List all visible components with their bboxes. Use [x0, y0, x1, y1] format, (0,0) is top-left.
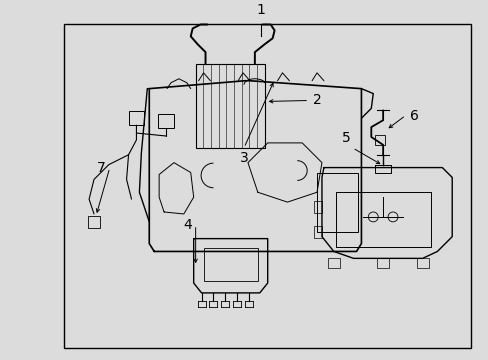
Bar	[313, 201, 321, 213]
Bar	[416, 258, 427, 268]
Bar	[195, 64, 264, 148]
Text: 2: 2	[312, 94, 321, 108]
Text: 7: 7	[97, 161, 105, 175]
Text: 6: 6	[409, 109, 418, 123]
Bar	[376, 258, 388, 268]
Bar	[128, 111, 144, 125]
Bar	[316, 172, 358, 232]
Text: 3: 3	[239, 151, 248, 165]
Text: 5: 5	[341, 131, 350, 145]
Bar	[88, 216, 100, 228]
Bar	[313, 226, 321, 238]
Text: 1: 1	[256, 3, 264, 17]
Bar	[158, 114, 174, 128]
Bar	[327, 258, 339, 268]
Text: 4: 4	[183, 218, 191, 232]
Bar	[335, 192, 429, 247]
Bar	[64, 24, 470, 348]
Bar	[203, 248, 257, 281]
Bar	[374, 135, 385, 145]
